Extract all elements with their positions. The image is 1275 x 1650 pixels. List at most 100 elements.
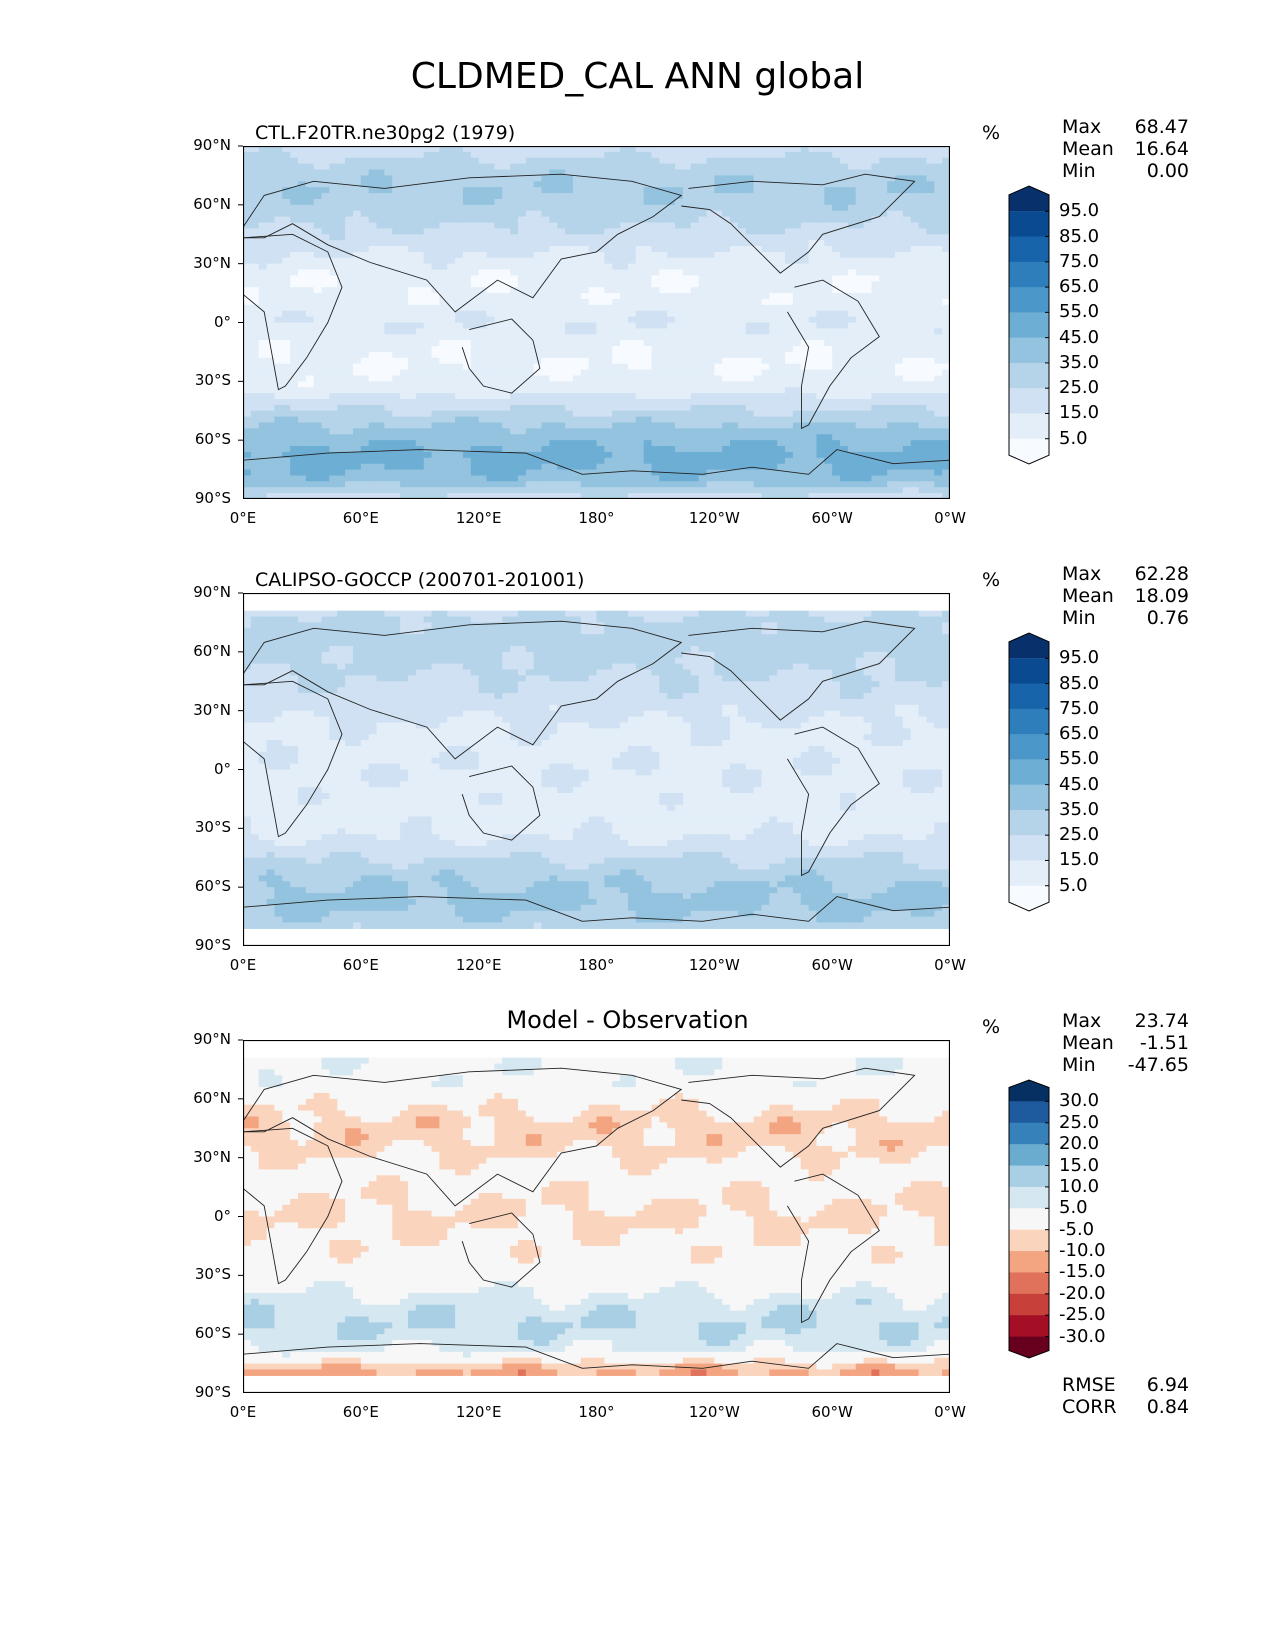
panel-title: Model - Observation (506, 1006, 749, 1034)
panel-title: CTL.F20TR.ne30pg2 (1979) (255, 122, 516, 144)
lat-tick-label: 60°S (194, 430, 231, 449)
lat-tick-label: 90°N (193, 1030, 231, 1048)
lon-tick-label: 120°E (455, 956, 502, 974)
colorbar-tick-label: 5.0 (1059, 427, 1088, 449)
coastline (243, 173, 683, 313)
stat-row-mean: Mean -1.51 (1062, 1032, 1189, 1054)
lat-tick-label: 90°N (193, 136, 231, 154)
colorbar-tick-label: -25.0 (1059, 1304, 1106, 1326)
lon-tick-label: 120°W (688, 1403, 740, 1421)
coastline (243, 1343, 950, 1369)
stat-value-max: 68.47 (1134, 116, 1189, 138)
stat-value-min: -47.65 (1127, 1054, 1189, 1076)
stat-row-max: Max 23.74 (1062, 1010, 1189, 1032)
lat-tick-label: 30°N (193, 700, 231, 719)
lon-tick-label: 180° (578, 956, 615, 974)
stat-label-max: Max (1062, 563, 1102, 585)
lat-tick-label: 30°N (193, 1147, 231, 1166)
stat-value-mean: -1.51 (1139, 1032, 1189, 1054)
coastline (243, 1127, 343, 1285)
colorbar-tick-label: 5.0 (1059, 1197, 1088, 1219)
corr-label: CORR (1062, 1396, 1117, 1418)
lat-tick-label: 0° (213, 312, 231, 331)
lon-tick-label: 60°E (342, 1403, 379, 1421)
coastline (461, 765, 541, 841)
lon-tick-label: 60°W (811, 1403, 853, 1421)
panel-stats: Max 62.28 Mean 18.09 Min 0.76 (1062, 563, 1189, 629)
colorbar (1008, 185, 1050, 465)
stat-row-min: Min 0.76 (1062, 607, 1189, 629)
panel-units: % (982, 569, 1001, 591)
coastline (681, 1067, 916, 1168)
stat-label-mean: Mean (1062, 585, 1114, 607)
stat-value-mean: 18.09 (1134, 585, 1189, 607)
lat-tick-label: 30°N (193, 253, 231, 272)
coastline (461, 1212, 541, 1288)
colorbar-tick-label: 25.0 (1059, 1111, 1100, 1133)
coastline (243, 449, 950, 475)
stat-value-max: 62.28 (1134, 563, 1189, 585)
rmse-label: RMSE (1062, 1374, 1116, 1396)
map-panel-2: CALIPSO-GOCCP (200701-201001)% Max 62.28 Me… (0, 447, 1275, 974)
lon-tick-label: 60°E (342, 509, 379, 527)
coastline (681, 173, 916, 274)
colorbar-tick-label: 65.0 (1059, 276, 1100, 298)
lon-tick-label: 180° (578, 1403, 615, 1421)
colorbar-tick-label: 45.0 (1059, 326, 1100, 348)
colorbar-tick-label: 65.0 (1059, 723, 1100, 745)
stat-value-max: 23.74 (1134, 1010, 1189, 1032)
colorbar-tick-label: 25.0 (1059, 377, 1100, 399)
colorbar-tick-label: 20.0 (1059, 1133, 1100, 1155)
lon-tick-label: 0°E (229, 1403, 257, 1421)
lon-tick-label: 120°E (455, 509, 502, 527)
colorbar-tick-label: 85.0 (1059, 225, 1100, 247)
lat-tick-label: 60°N (193, 641, 231, 660)
lat-tick-label: 90°S (194, 936, 231, 954)
colorbar-tick-label: -5.0 (1059, 1218, 1095, 1240)
lat-tick-label: 60°N (193, 194, 231, 213)
rmse-value: 6.94 (1146, 1374, 1189, 1396)
lat-tick-label: 90°S (194, 1383, 231, 1401)
corr-value: 0.84 (1146, 1396, 1189, 1418)
map-plot (243, 593, 950, 946)
coastline (787, 279, 880, 430)
lon-tick-label: 0°E (229, 956, 257, 974)
colorbar-tick-label: 35.0 (1059, 798, 1100, 820)
lon-tick-label: 120°W (688, 956, 740, 974)
lon-tick-label: 180° (578, 509, 615, 527)
colorbar-tick-label: -30.0 (1059, 1325, 1106, 1347)
colorbar (1008, 632, 1050, 912)
lon-tick-label: 60°W (811, 509, 853, 527)
stat-label-min: Min (1062, 160, 1096, 182)
colorbar-tick-label: 10.0 (1059, 1175, 1100, 1197)
panel-stats: Max 68.47 Mean 16.64 Min 0.00 (1062, 116, 1189, 182)
stat-label-max: Max (1062, 1010, 1102, 1032)
lon-tick-label: 60°E (342, 956, 379, 974)
lat-tick-label: 0° (213, 759, 231, 778)
corr-row: CORR 0.84 (1062, 1396, 1189, 1418)
panel-title: CALIPSO-GOCCP (200701-201001) (255, 569, 585, 591)
map-plot (243, 1040, 950, 1393)
panel-stats: Max 23.74 Mean -1.51 Min -47.65 (1062, 1010, 1189, 1076)
lon-tick-label: 60°W (811, 956, 853, 974)
colorbar-tick-label: -15.0 (1059, 1261, 1106, 1283)
lat-tick-label: 30°S (194, 371, 231, 390)
lat-tick-label: 30°S (194, 1265, 231, 1284)
coastline (461, 318, 541, 394)
coastline (787, 726, 880, 877)
colorbar-tick-label: 25.0 (1059, 824, 1100, 846)
stat-label-mean: Mean (1062, 138, 1114, 160)
coastline (243, 680, 343, 838)
colorbar-tick-label: 45.0 (1059, 773, 1100, 795)
lon-tick-label: 0°W (934, 956, 966, 974)
lon-tick-label: 120°W (688, 509, 740, 527)
stat-row-mean: Mean 16.64 (1062, 138, 1189, 160)
coastline (243, 233, 343, 391)
colorbar-tick-label: 5.0 (1059, 874, 1088, 896)
stat-row-min: Min -47.65 (1062, 1054, 1189, 1076)
lat-tick-label: 60°N (193, 1088, 231, 1107)
colorbar-tick-label: 35.0 (1059, 351, 1100, 373)
stat-value-mean: 16.64 (1134, 138, 1189, 160)
lat-tick-label: 90°N (193, 583, 231, 601)
colorbar-tick-label: 55.0 (1059, 748, 1100, 770)
